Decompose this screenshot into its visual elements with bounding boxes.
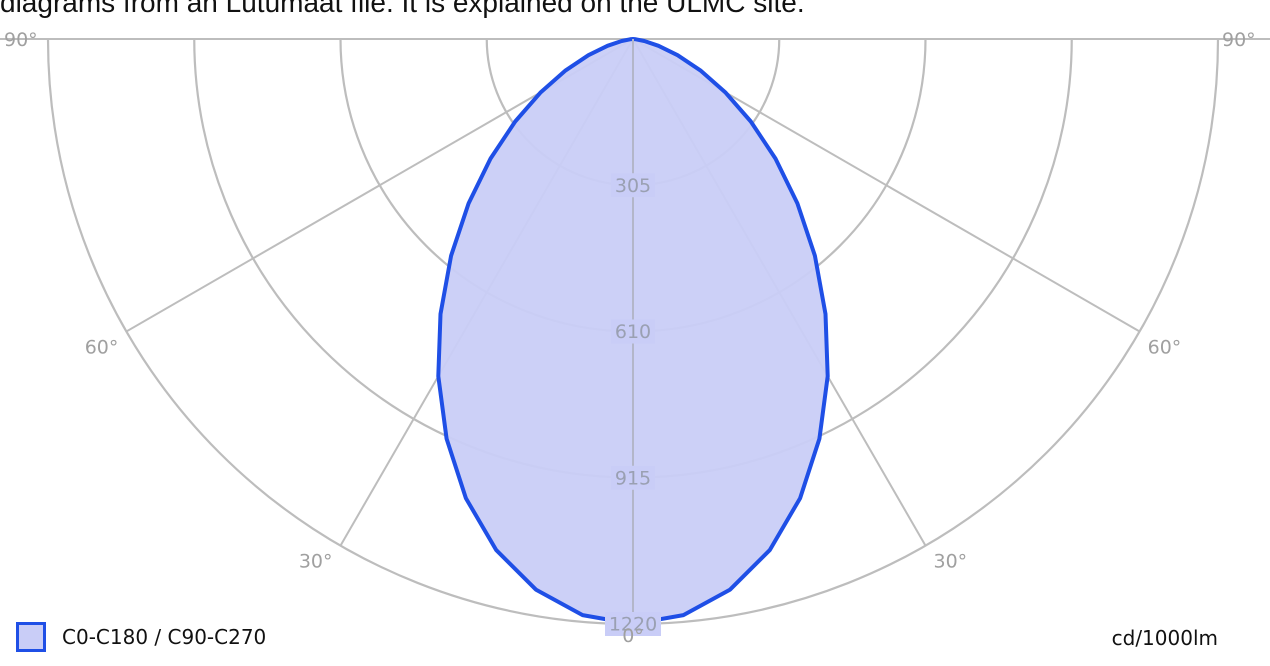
radial-tick-1220: 1220 <box>609 614 657 636</box>
radial-tick-610: 610 <box>615 321 651 343</box>
angle-label-90-left: 90° <box>4 29 38 51</box>
angle-label-90-right: 90° <box>1222 29 1256 51</box>
unit-label: cd/1000lm <box>1111 626 1218 650</box>
radial-tick-bg-305 <box>611 173 655 198</box>
legend: C0-C180 / C90-C270 <box>16 622 266 652</box>
header-caption: diagrams from an Lutumaat file. It is ex… <box>0 0 805 18</box>
radial-tick-bg-915 <box>611 465 655 490</box>
angle-label-60-left: 60° <box>85 337 119 359</box>
angle-label-60-right: 60° <box>1148 337 1182 359</box>
legend-swatch <box>16 622 46 652</box>
angle-label-30-right: 30° <box>934 551 968 573</box>
radial-tick-bg-1220 <box>605 612 661 636</box>
angle-label-30-left: 30° <box>299 551 333 573</box>
radial-tick-305: 305 <box>615 175 651 197</box>
chart-labels: 305 610 915 1220 90° 90° 60° 60° 30° 30° 0° <box>4 29 1256 647</box>
legend-label: C0-C180 / C90-C270 <box>62 625 267 649</box>
angle-label-0-bottom: 0° <box>622 625 644 647</box>
radial-tick-915: 915 <box>615 467 651 489</box>
radial-tick-bg-610 <box>611 319 655 344</box>
